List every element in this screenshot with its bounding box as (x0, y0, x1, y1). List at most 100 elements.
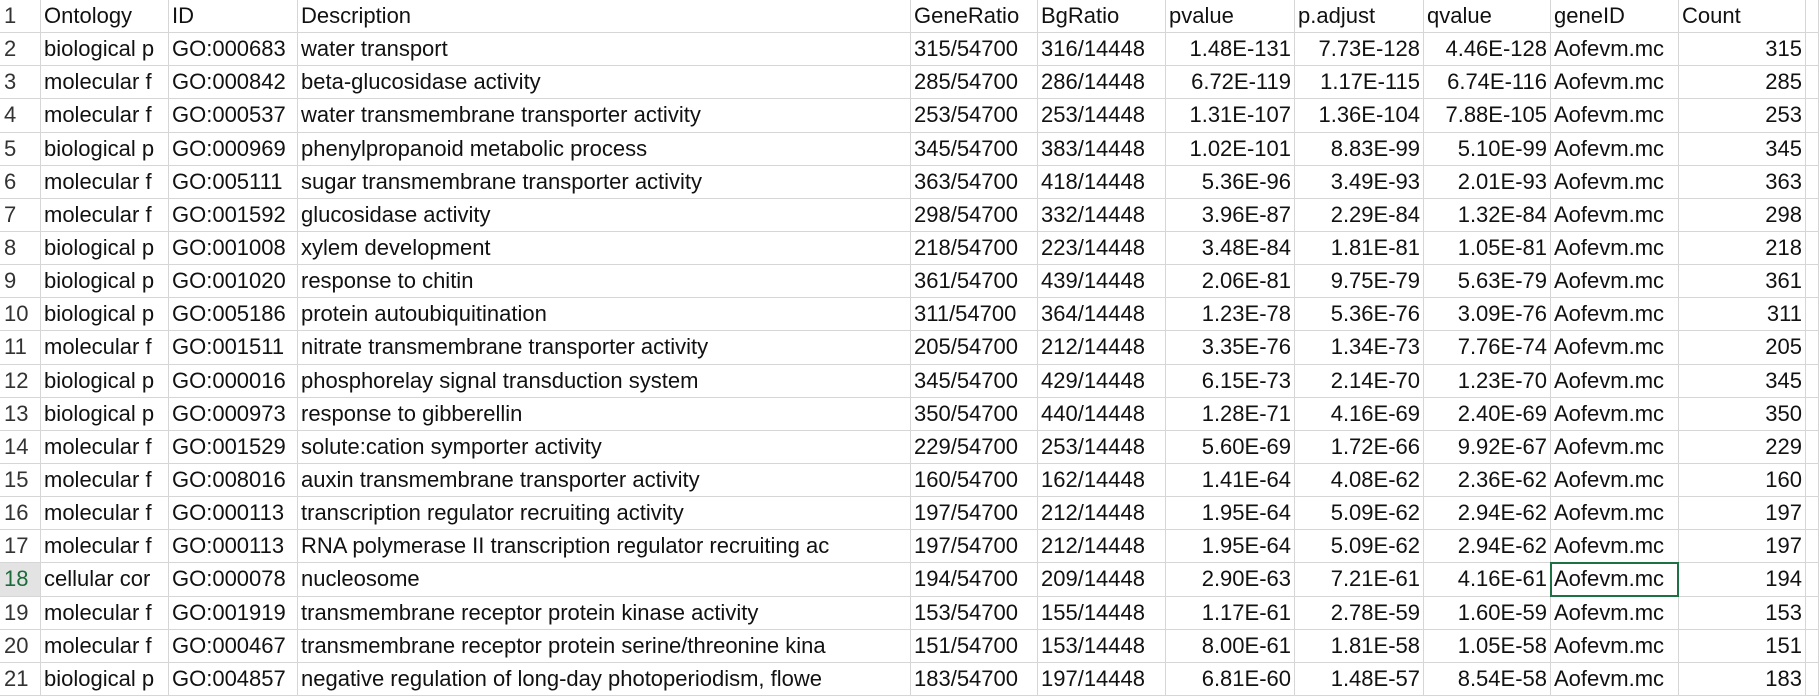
empty-cell[interactable] (1806, 596, 1819, 630)
cell[interactable]: 4.08E-62 (1295, 464, 1424, 498)
empty-cell[interactable] (1806, 66, 1819, 100)
cell[interactable]: 205/54700 (911, 331, 1038, 365)
cell[interactable]: 315 (1679, 33, 1806, 67)
cell[interactable]: water transport (298, 33, 911, 67)
empty-cell[interactable] (1806, 165, 1819, 199)
cell[interactable]: 3.35E-76 (1166, 331, 1295, 365)
cell[interactable]: 1.36E-104 (1295, 99, 1424, 133)
row-number[interactable]: 7 (0, 198, 41, 232)
row-number[interactable]: 15 (0, 464, 41, 498)
cell[interactable]: Aofevm.mc (1551, 99, 1679, 133)
cell[interactable]: nucleosome (298, 563, 911, 597)
cell[interactable]: 2.40E-69 (1424, 397, 1551, 431)
cell[interactable]: GO:001592 (169, 198, 298, 232)
cell[interactable]: 229/54700 (911, 430, 1038, 464)
row-number[interactable]: 17 (0, 530, 41, 564)
cell[interactable]: molecular f (41, 629, 169, 663)
cell[interactable]: 153 (1679, 596, 1806, 630)
empty-cell[interactable] (1806, 33, 1819, 67)
cell[interactable]: GO:000078 (169, 563, 298, 597)
cell[interactable]: GO:000113 (169, 530, 298, 564)
cell[interactable]: 1.31E-107 (1166, 99, 1295, 133)
cell[interactable]: GO:000842 (169, 66, 298, 100)
cell[interactable]: transmembrane receptor protein serine/th… (298, 629, 911, 663)
cell[interactable]: response to gibberellin (298, 397, 911, 431)
row-number[interactable]: 19 (0, 596, 41, 630)
cell[interactable]: biological p (41, 265, 169, 299)
cell[interactable]: 1.81E-81 (1295, 232, 1424, 266)
empty-cell[interactable] (1806, 0, 1819, 34)
cell[interactable]: 298 (1679, 198, 1806, 232)
cell[interactable]: 218/54700 (911, 232, 1038, 266)
cell[interactable]: 363/54700 (911, 165, 1038, 199)
cell[interactable]: beta-glucosidase activity (298, 66, 911, 100)
cell[interactable]: 361/54700 (911, 265, 1038, 299)
empty-cell[interactable] (1806, 232, 1819, 266)
row-number[interactable]: 14 (0, 430, 41, 464)
cell[interactable]: 1.05E-81 (1424, 232, 1551, 266)
cell[interactable]: 1.95E-64 (1166, 497, 1295, 531)
cell[interactable]: 2.14E-70 (1295, 364, 1424, 398)
column-header[interactable]: BgRatio (1038, 0, 1166, 34)
cell[interactable]: 162/14448 (1038, 464, 1166, 498)
cell[interactable]: Aofevm.mc (1551, 66, 1679, 100)
cell[interactable]: 3.09E-76 (1424, 298, 1551, 332)
cell[interactable]: 2.94E-62 (1424, 530, 1551, 564)
cell[interactable]: 253/14448 (1038, 430, 1166, 464)
cell[interactable]: 315/54700 (911, 33, 1038, 67)
row-number[interactable]: 3 (0, 66, 41, 100)
cell[interactable]: 364/14448 (1038, 298, 1166, 332)
cell[interactable]: 197 (1679, 530, 1806, 564)
cell[interactable]: 6.72E-119 (1166, 66, 1295, 100)
cell[interactable]: cellular cor (41, 563, 169, 597)
cell[interactable]: 298/54700 (911, 198, 1038, 232)
empty-cell[interactable] (1806, 331, 1819, 365)
cell[interactable]: 5.63E-79 (1424, 265, 1551, 299)
cell[interactable]: GO:001511 (169, 331, 298, 365)
cell[interactable]: 311/54700 (911, 298, 1038, 332)
row-number[interactable]: 16 (0, 497, 41, 531)
cell[interactable]: response to chitin (298, 265, 911, 299)
cell[interactable]: GO:001020 (169, 265, 298, 299)
cell[interactable]: 316/14448 (1038, 33, 1166, 67)
cell[interactable]: 332/14448 (1038, 198, 1166, 232)
cell[interactable]: 2.06E-81 (1166, 265, 1295, 299)
cell[interactable]: 194 (1679, 563, 1806, 597)
cell[interactable]: 212/14448 (1038, 530, 1166, 564)
row-number[interactable]: 18 (0, 563, 41, 597)
row-number[interactable]: 1 (0, 0, 41, 34)
empty-cell[interactable] (1806, 430, 1819, 464)
cell[interactable]: molecular f (41, 530, 169, 564)
cell[interactable]: 197 (1679, 497, 1806, 531)
empty-cell[interactable] (1806, 464, 1819, 498)
cell[interactable]: biological p (41, 232, 169, 266)
cell[interactable]: xylem development (298, 232, 911, 266)
column-header[interactable]: qvalue (1424, 0, 1551, 34)
cell[interactable]: 1.81E-58 (1295, 629, 1424, 663)
cell[interactable]: molecular f (41, 66, 169, 100)
cell[interactable]: 1.72E-66 (1295, 430, 1424, 464)
cell[interactable]: biological p (41, 33, 169, 67)
cell[interactable]: 253 (1679, 99, 1806, 133)
empty-cell[interactable] (1806, 397, 1819, 431)
cell[interactable]: Aofevm.mc (1551, 331, 1679, 365)
row-number[interactable]: 8 (0, 232, 41, 266)
cell[interactable]: Aofevm.mc (1551, 364, 1679, 398)
empty-cell[interactable] (1806, 629, 1819, 663)
cell[interactable]: 7.76E-74 (1424, 331, 1551, 365)
cell[interactable]: phenylpropanoid metabolic process (298, 132, 911, 166)
cell[interactable]: 5.10E-99 (1424, 132, 1551, 166)
column-header[interactable]: geneID (1551, 0, 1679, 34)
cell[interactable]: 1.02E-101 (1166, 132, 1295, 166)
cell[interactable]: solute:cation symporter activity (298, 430, 911, 464)
cell[interactable]: 345 (1679, 364, 1806, 398)
cell[interactable]: 6.15E-73 (1166, 364, 1295, 398)
cell[interactable]: 155/14448 (1038, 596, 1166, 630)
cell[interactable]: GO:000969 (169, 132, 298, 166)
cell[interactable]: Aofevm.mc (1551, 33, 1679, 67)
cell[interactable]: 4.16E-69 (1295, 397, 1424, 431)
cell[interactable]: 5.36E-76 (1295, 298, 1424, 332)
cell[interactable]: 1.32E-84 (1424, 198, 1551, 232)
cell[interactable]: 223/14448 (1038, 232, 1166, 266)
cell[interactable]: 286/14448 (1038, 66, 1166, 100)
